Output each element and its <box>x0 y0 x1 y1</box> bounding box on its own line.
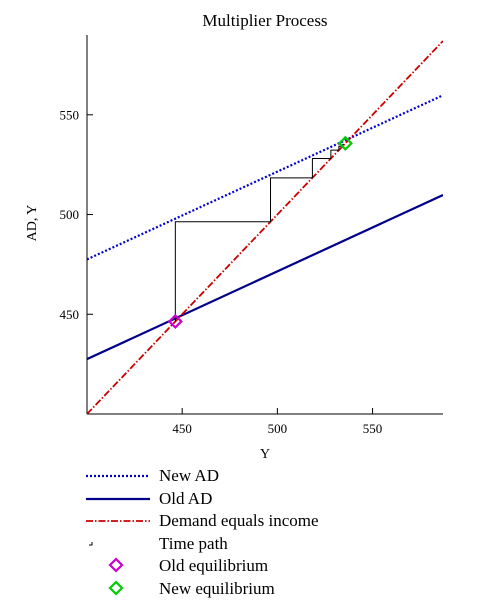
series-old-ad <box>87 193 443 361</box>
legend-key-demand-equals-income <box>86 520 150 522</box>
x-axis-label: Y <box>260 447 270 460</box>
legend-label-new-ad: New AD <box>159 466 219 485</box>
legend-label-new-equilibrium: New equilibrium <box>159 578 275 598</box>
y-axis-label: AD, Y <box>25 205 40 242</box>
legend-key-old-equilibrium <box>108 557 124 573</box>
x-tick-label: 450 <box>172 421 192 436</box>
chart-title: Multiplier Process <box>202 11 327 30</box>
legend-item-new-ad: New AD <box>84 465 474 488</box>
legend-key-new-equilibrium <box>108 579 124 596</box>
x-tick-label: 500 <box>268 421 288 436</box>
tick-labels: 450 500 550 450 500 550 <box>60 107 383 436</box>
legend: New AD Old AD Demand equals income Time … <box>84 465 474 600</box>
legend-label-time-path: Time path <box>159 533 228 553</box>
series-demand-equals-income <box>87 40 443 414</box>
marker-old-equilibrium <box>167 313 183 329</box>
y-tick-label: 450 <box>60 307 80 322</box>
legend-item-new-equilibrium: New equilibrium <box>84 578 474 601</box>
legend-key-time-path <box>89 541 93 545</box>
plot-area <box>86 35 443 415</box>
legend-label-demand-equals-income: Demand equals income <box>159 511 319 530</box>
legend-item-old-equilibrium: Old equilibrium <box>84 555 474 578</box>
x-tick-label: 550 <box>363 421 383 436</box>
y-tick-label: 550 <box>60 107 80 122</box>
legend-key-new-ad <box>86 474 150 478</box>
legend-item-old-ad: Old AD <box>84 488 474 511</box>
series-new-ad <box>87 94 443 261</box>
marker-new-equilibrium <box>337 135 353 151</box>
legend-item-demand-equals-income: Demand equals income <box>84 510 474 533</box>
legend-label-old-ad: Old AD <box>159 488 213 508</box>
legend-key-old-ad <box>86 497 150 500</box>
legend-item-time-path: Time path <box>84 533 474 556</box>
y-tick-label: 500 <box>60 207 80 222</box>
legend-label-old-equilibrium: Old equilibrium <box>159 556 269 575</box>
